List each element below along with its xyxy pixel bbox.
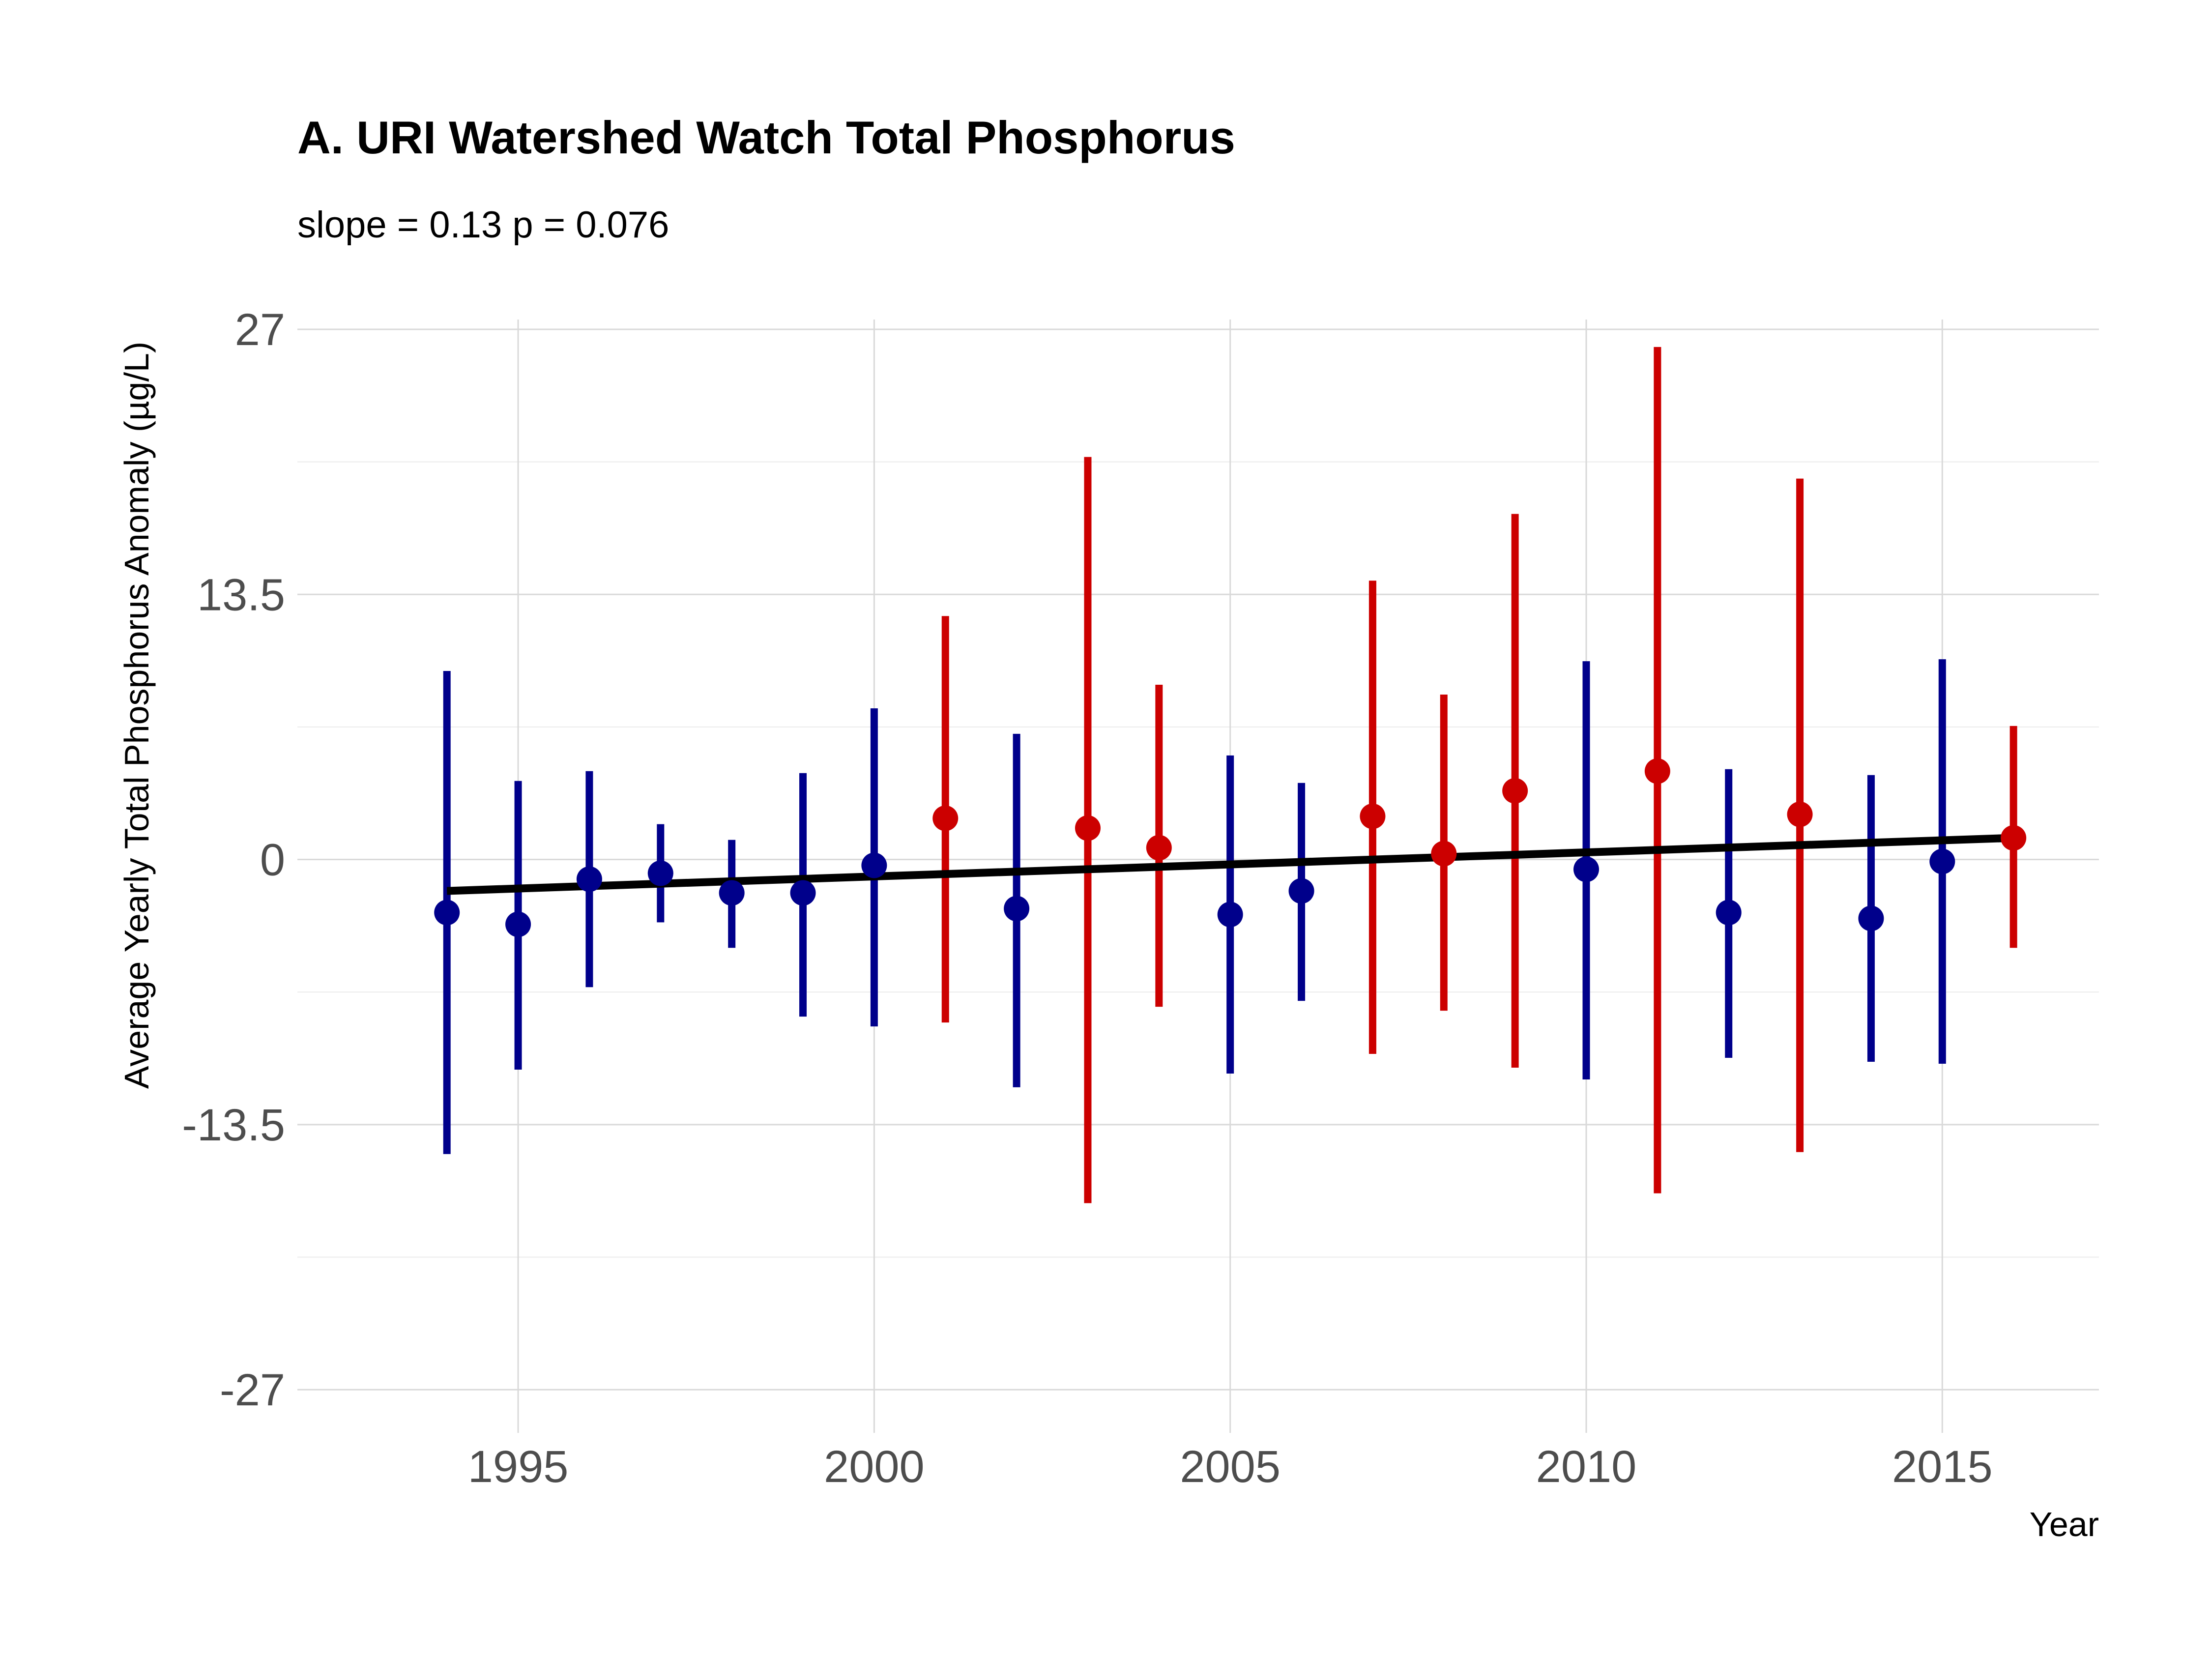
tick-labels: 27 13.5 0 -13.5 -27 1995 2000 2005 2010 2015 (182, 305, 1992, 1492)
x-tick-label: 1995 (468, 1442, 569, 1492)
x-tick-label: 2010 (1536, 1442, 1637, 1492)
data-point (1360, 803, 1386, 829)
data-point (1146, 835, 1172, 861)
y-tick-label: 13.5 (197, 570, 285, 620)
x-tick-label: 2005 (1180, 1442, 1281, 1492)
data-point (1787, 801, 1813, 827)
data-point (434, 900, 460, 926)
data-point (861, 852, 887, 878)
trend-layer (446, 834, 2014, 895)
data-point (1431, 841, 1457, 867)
trend-line (446, 834, 2014, 895)
data-point (576, 866, 602, 892)
y-tick-label: -13.5 (182, 1100, 285, 1150)
data-point (1502, 778, 1528, 804)
data-point (719, 880, 745, 906)
data-points (434, 758, 2027, 937)
x-tick-label: 2000 (824, 1442, 925, 1492)
y-axis-label: Average Yearly Total Phosphorus Anomaly … (117, 342, 156, 1089)
data-point (1004, 896, 1030, 922)
data-point (1075, 815, 1101, 841)
data-point (1858, 905, 1884, 931)
chart-subtitle: slope = 0.13 p = 0.076 (297, 204, 669, 246)
data-point (1716, 900, 1742, 926)
data-point (647, 860, 673, 886)
data-point (1573, 856, 1599, 882)
grid-lines (297, 320, 2099, 1433)
data-point (1288, 878, 1314, 904)
y-tick-label: 27 (235, 305, 285, 355)
data-point (790, 880, 816, 906)
x-axis-label: Year (2030, 1505, 2099, 1543)
data-point (1644, 758, 1670, 784)
data-point (1929, 848, 1955, 874)
chart-title: A. URI Watershed Watch Total Phosphorus (297, 112, 1235, 163)
data-point (1217, 902, 1243, 928)
x-tick-label: 2015 (1892, 1442, 1993, 1492)
data-point (2001, 825, 2027, 851)
data-point (505, 911, 531, 937)
y-tick-label: -27 (220, 1365, 285, 1415)
data-point (932, 805, 959, 831)
y-tick-label: 0 (260, 835, 285, 885)
